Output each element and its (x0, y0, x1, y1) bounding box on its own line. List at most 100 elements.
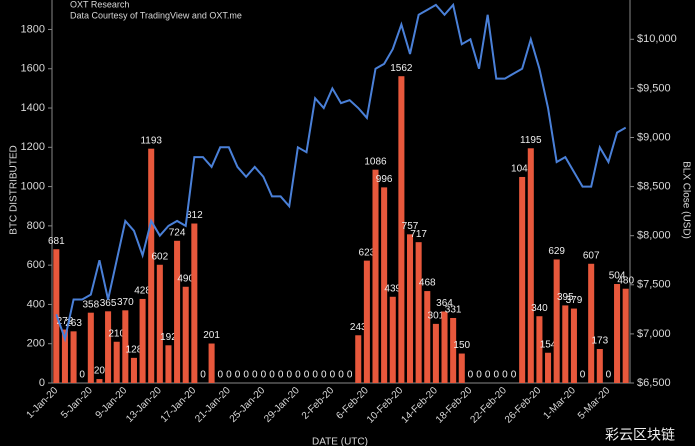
bar-value-label: 210 (108, 328, 125, 339)
bar-value-label: 681 (48, 236, 65, 247)
bar-value-label: 468 (419, 278, 436, 289)
bar-value-label: 192 (160, 332, 177, 343)
bar (588, 263, 595, 383)
y-tick-label: 1200 (21, 141, 45, 153)
bar-value-label: 0 (261, 370, 267, 381)
bar-value-label: 201 (203, 330, 220, 341)
bar-value-label: 0 (606, 370, 612, 381)
bar-value-label: 243 (350, 322, 367, 333)
bar (61, 329, 68, 383)
bar-value-label: 395 (557, 292, 574, 303)
bar-value-label: 0 (511, 370, 517, 381)
y-tick-label: 1800 (21, 23, 45, 35)
bar (355, 335, 362, 383)
y2-tick-label: $7,500 (637, 279, 671, 291)
bar (450, 317, 457, 383)
bar-value-label: 358 (82, 299, 99, 310)
bar (70, 331, 77, 383)
bar-value-label: 1193 (140, 135, 162, 146)
bar-value-label: 154 (540, 339, 557, 350)
bar-value-label: 0 (304, 370, 310, 381)
y2-tick-label: $6,500 (637, 377, 671, 389)
bar (545, 352, 552, 383)
bar-value-label: 0 (321, 370, 327, 381)
y2-tick-label: $8,000 (637, 230, 671, 242)
bar-value-label: 0 (243, 370, 249, 381)
bar-value-label: 272 (57, 316, 74, 327)
bar (139, 298, 146, 383)
bar-value-label: 0 (252, 370, 258, 381)
watermark: 彩云区块链 (605, 427, 675, 443)
bar-value-label: 0 (79, 370, 85, 381)
bar (363, 260, 370, 383)
bar-value-label: 0 (200, 370, 206, 381)
bar-value-label: 504 (609, 271, 626, 282)
bar-value-label: 301 (428, 311, 445, 322)
bar (372, 169, 379, 383)
y2-tick-label: $9,000 (637, 131, 671, 143)
bar-value-label: 173 (591, 336, 608, 347)
bar-value-label: 757 (402, 221, 419, 232)
bar (458, 353, 465, 383)
chart-subtitle: Data Courtesy of TradingView and OXT.me (70, 10, 242, 20)
bar-value-label: 0 (485, 370, 491, 381)
bar-value-label: 428 (134, 286, 151, 297)
bar-value-label: 623 (359, 247, 376, 258)
line (55, 2, 627, 343)
bar-value-label: 0 (502, 370, 508, 381)
chart-title: OXT Research (70, 0, 129, 9)
bar (406, 234, 414, 383)
bar (96, 379, 103, 383)
bar (553, 259, 560, 383)
bar-value-label: 0 (476, 370, 482, 381)
bar-value-label: 0 (286, 370, 292, 381)
y-tick-label: 600 (27, 259, 45, 271)
y-tick-label: 0 (39, 377, 45, 389)
bar (432, 323, 439, 383)
bar (87, 312, 94, 383)
bar (398, 76, 405, 383)
x-axis-title: DATE (UTC) (312, 437, 368, 446)
bar (148, 148, 155, 383)
bar-value-label: 0 (235, 370, 241, 381)
y-tick-label: 1600 (21, 63, 45, 75)
bar (536, 316, 543, 383)
bar-value-label: 996 (376, 174, 393, 185)
bar-value-label: 379 (566, 295, 583, 306)
bar-value-label: 0 (269, 370, 275, 381)
bar (389, 296, 396, 383)
bar-value-label: 128 (126, 345, 143, 356)
bar-value-label: 150 (453, 340, 470, 351)
y2-tick-label: $10,000 (637, 33, 677, 45)
y2-axis-title: BLX Close (USD) (680, 161, 691, 239)
bar-value-label: 0 (330, 370, 336, 381)
bar-value-label: 0 (347, 370, 353, 381)
bar (614, 284, 621, 383)
y2-tick-label: $7,000 (637, 328, 671, 340)
bar-value-label: 717 (410, 229, 427, 240)
bar-value-label: 20 (94, 366, 106, 377)
bar-value-label: 340 (531, 303, 548, 314)
bar-value-label: 364 (436, 298, 453, 309)
bar (191, 223, 198, 383)
y-axis-title: BTC DISTRIBUTED (9, 145, 20, 234)
bar-value-label: 1562 (390, 63, 413, 74)
y-tick-label: 1000 (21, 180, 45, 192)
bar-value-label: 0 (295, 370, 301, 381)
bar-value-label: 0 (312, 370, 318, 381)
bar (622, 288, 629, 383)
bar-value-label: 0 (278, 370, 284, 381)
bar-value-label: 331 (445, 305, 462, 316)
bar-value-label: 263 (65, 318, 82, 329)
bar-value-label: 0 (494, 370, 500, 381)
bar (130, 357, 137, 383)
bar-value-label: 602 (151, 251, 168, 262)
bar-value-label: 0 (580, 370, 586, 381)
y2-tick-label: $9,500 (637, 82, 671, 94)
bar-value-label: 490 (177, 273, 194, 284)
bar (113, 341, 120, 383)
bar-value-label: 607 (583, 250, 600, 261)
bar-value-label: 0 (226, 370, 232, 381)
